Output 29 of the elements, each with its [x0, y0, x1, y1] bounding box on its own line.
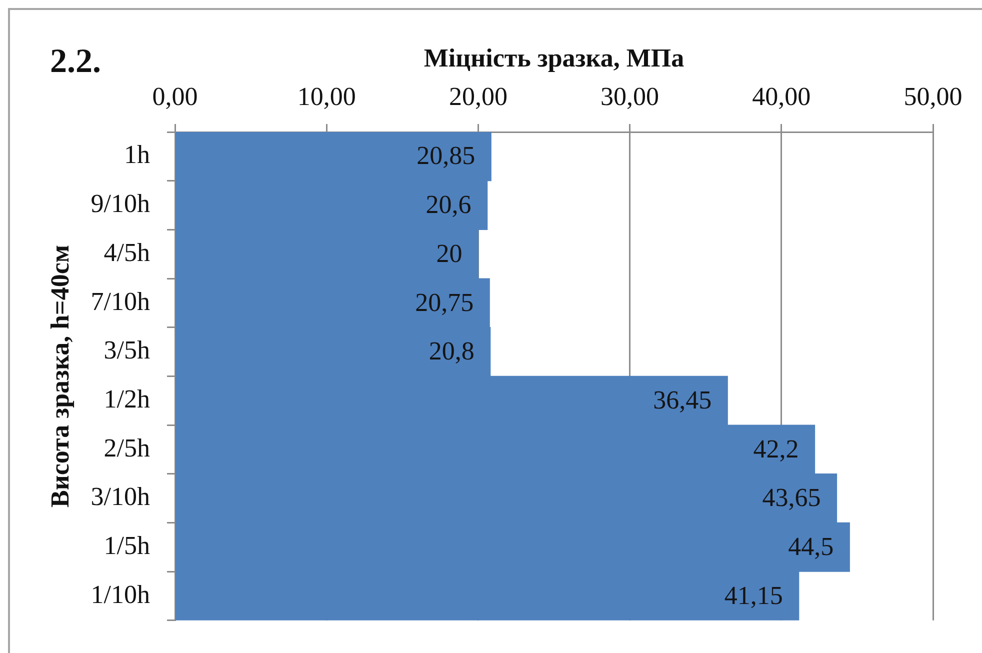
data-label: 20,75: [415, 288, 474, 317]
y-tick-label: 2/5h: [104, 433, 150, 462]
y-tick-label: 1/5h: [104, 530, 150, 560]
data-label: 43,65: [762, 483, 821, 512]
y-tick-label: 1/10h: [90, 580, 150, 609]
data-label: 36,45: [653, 385, 712, 414]
data-label: 20,85: [416, 141, 476, 170]
data-label: 42,2: [753, 434, 799, 464]
y-tick-label: 4/5h: [104, 238, 150, 267]
x-tick-label: 10,00: [297, 82, 356, 112]
x-tick-label: 50,00: [904, 82, 962, 112]
y-tick-label: 1h: [124, 140, 150, 170]
x-tick-label: 0,00: [152, 82, 198, 112]
y-tick-label: 1/2h: [104, 384, 150, 414]
chart-title: 2.2.: [50, 43, 101, 80]
x-axis-title: Міцність зразка, МПа: [424, 43, 684, 72]
y-axis-title: Висота зразка, h=40см: [45, 244, 74, 508]
y-tick-label: 3/10h: [90, 482, 150, 512]
data-label: 20,6: [426, 190, 472, 220]
x-tick-label: 20,00: [448, 82, 508, 112]
data-label: 20: [436, 238, 462, 268]
y-tick-label: 7/10h: [90, 286, 150, 316]
data-label: 41,15: [724, 580, 783, 610]
x-tick-label: 40,00: [752, 82, 811, 112]
y-tick-label: 9/10h: [90, 189, 150, 218]
x-tick-label: 30,00: [600, 82, 660, 112]
y-tick-label: 3/5h: [104, 336, 150, 365]
data-label: 44,5: [788, 532, 834, 561]
data-label: 20,8: [428, 336, 474, 366]
